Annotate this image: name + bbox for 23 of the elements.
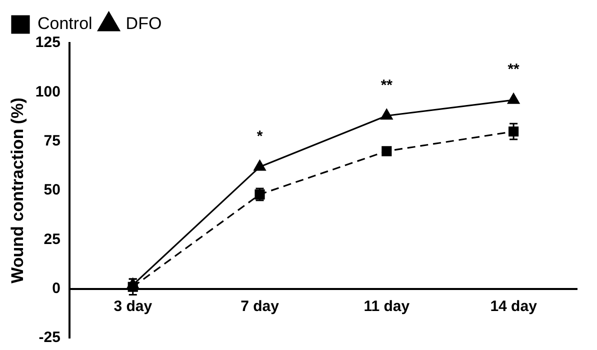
x-tick-label: 14 day [490,298,538,315]
point [508,126,519,137]
legend-label: Control [38,14,92,34]
annotation: ** [508,61,520,78]
point [380,108,393,120]
point [382,146,392,156]
annotation: * [256,128,263,146]
legend-label: DFO [126,14,162,34]
x-tick-label: 7 day [240,298,280,315]
y-tick-label: 125 [35,34,60,52]
x-tick-label: 3 day [114,298,153,315]
y-tick-label: -25 [38,329,60,346]
point [128,282,138,292]
y-tick-label: 0 [52,280,60,297]
y-tick-label: 75 [44,132,60,150]
point [254,160,266,171]
y-tick-label: 50 [44,182,60,199]
y-axis-title: Wound contraction (%) [8,98,27,284]
annotation: ** [380,76,393,94]
x-tick-label: 11 day [364,298,410,315]
y-tick-label: 100 [35,83,60,100]
point [508,93,520,104]
y-tick-label: 25 [44,230,60,248]
